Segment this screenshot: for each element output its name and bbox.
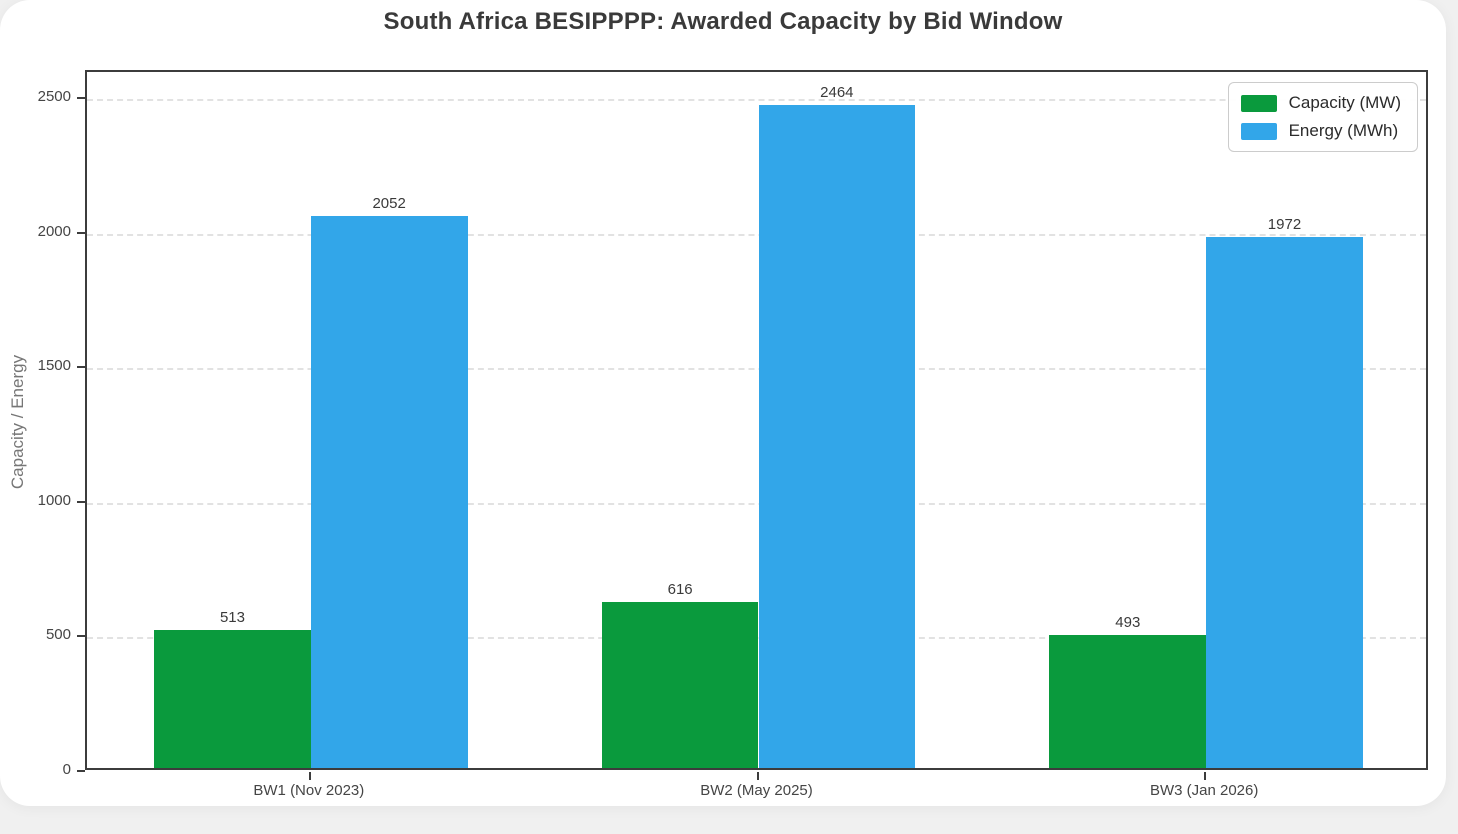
bar-capacity <box>601 602 759 768</box>
y-tick-label: 0 <box>62 761 71 778</box>
capacity-legend-swatch <box>1240 94 1277 112</box>
gridline-2000 <box>87 233 1426 236</box>
bar-value-label: 1972 <box>1267 216 1302 234</box>
gridline-2500 <box>87 98 1426 101</box>
x-tick-label: BW3 (Jan 2026) <box>1149 782 1259 799</box>
y-tick-mark <box>77 635 85 638</box>
bar-capacity <box>1049 635 1207 768</box>
y-tick-label: 2500 <box>37 87 71 105</box>
bar-value-label: 513 <box>219 608 245 626</box>
chart-title: South Africa BESIPPPP: Awarded Capacity … <box>383 8 1063 35</box>
x-tick-mark <box>308 772 311 780</box>
y-tick-mark <box>77 366 85 369</box>
legend-item: Energy (MWh) <box>1240 121 1401 141</box>
bar-capacity <box>154 629 311 768</box>
x-tick-mark <box>756 772 759 780</box>
legend-label: Capacity (MW) <box>1288 93 1401 112</box>
bar-energy <box>1206 237 1363 768</box>
gridline-1500 <box>87 368 1426 371</box>
y-tick-label: 1500 <box>37 357 71 375</box>
x-tick-label: BW2 (May 2025) <box>700 782 813 799</box>
y-tick-mark <box>77 770 85 772</box>
y-tick-mark <box>77 96 85 99</box>
energy-legend-swatch <box>1240 122 1277 140</box>
y-tick-label: 2000 <box>37 222 71 240</box>
bar-value-label: 2052 <box>372 194 406 212</box>
bar-energy <box>310 215 468 768</box>
legend-label: Energy (MWh) <box>1288 121 1399 140</box>
y-tick-label: 1000 <box>37 491 71 509</box>
x-tick-label: BW1 (Nov 2023) <box>253 782 365 799</box>
legend: Capacity (MW) Energy (MWh) <box>1227 82 1418 152</box>
bar-value-label: 616 <box>667 581 693 599</box>
y-tick-label: 500 <box>45 626 71 644</box>
plot-area: 513 2052 616 2464 493 1972 <box>85 70 1428 770</box>
legend-item: Capacity (MW) <box>1240 93 1401 113</box>
chart-card: South Africa BESIPPPP: Awarded Capacity … <box>0 0 1446 806</box>
bar-energy <box>758 104 916 768</box>
bar-value-label: 493 <box>1115 614 1141 632</box>
bar-value-label: 2464 <box>820 83 854 101</box>
y-tick-mark <box>77 231 85 234</box>
y-tick-mark <box>77 500 85 503</box>
gridline-1000 <box>87 502 1426 505</box>
x-tick-mark <box>1204 772 1207 780</box>
